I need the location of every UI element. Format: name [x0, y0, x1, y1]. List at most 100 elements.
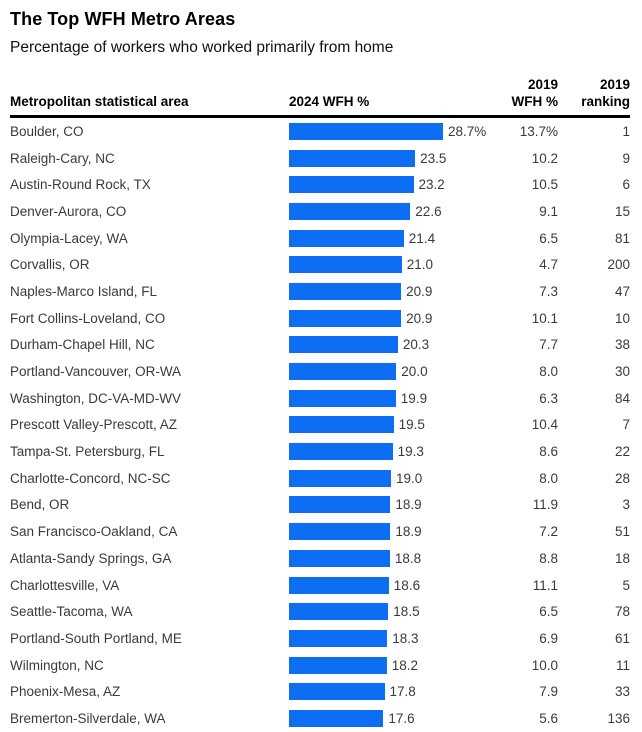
wfh-2024-bar — [289, 176, 414, 194]
metro-label: Seattle-Tacoma, WA — [10, 604, 133, 620]
wfh-2024-bar-cell: 19.9 — [289, 389, 470, 407]
wfh-2024-bar-cell: 18.8 — [289, 549, 470, 567]
wfh-2024-bar — [289, 656, 387, 674]
wfh-2024-bar-cell: 22.6 — [289, 202, 470, 220]
rank-2019-value: 5 — [622, 577, 630, 593]
rank-2019-value: 84 — [614, 390, 630, 406]
wfh-2024-bar — [289, 363, 397, 381]
chart-title: The Top WFH Metro Areas — [10, 9, 236, 29]
wfh-2024-value: 22.6 — [415, 203, 442, 219]
wfh-2024-bar — [289, 229, 404, 247]
table-row: Seattle-Tacoma, WA 18.5 6.5 78 — [10, 598, 630, 625]
table-row: Denver-Aurora, CO 22.6 9.1 15 — [10, 198, 630, 225]
wfh-2019-value: 10.1 — [531, 310, 558, 326]
rank-2019-value: 15 — [614, 203, 630, 219]
wfh-2019-value: 10.0 — [531, 657, 558, 673]
table-row: Bremerton-Silverdale, WA 17.6 5.6 136 — [10, 705, 630, 732]
wfh-2019-value: 6.5 — [539, 230, 558, 246]
rank-2019-value: 22 — [614, 444, 630, 460]
wfh-2019-value: 7.3 — [539, 283, 558, 299]
wfh-2024-bar — [289, 416, 394, 434]
column-header-rank-2019-line1: 2019 — [599, 77, 630, 92]
table-row: Durham-Chapel Hill, NC 20.3 7.7 38 — [10, 332, 630, 359]
column-header-rank-2019: 2019 ranking — [558, 76, 630, 110]
rank-2019-value: 61 — [614, 630, 630, 646]
wfh-2024-value: 19.3 — [397, 444, 424, 460]
metro-label: Corvallis, OR — [10, 257, 90, 273]
metro-label: Charlottesville, VA — [10, 577, 120, 593]
wfh-2019-value: 10.4 — [531, 417, 558, 433]
rank-2019-value: 33 — [614, 684, 630, 700]
metro-label: Portland-Vancouver, OR-WA — [10, 364, 182, 380]
metro-label: Olympia-Lacey, WA — [10, 230, 128, 246]
wfh-2024-value: 18.8 — [394, 550, 422, 566]
wfh-2024-bar — [289, 256, 402, 274]
wfh-2024-bar — [289, 603, 389, 621]
wfh-2024-bar-cell: 18.9 — [289, 523, 470, 541]
wfh-2024-bar-cell: 18.9 — [289, 496, 470, 514]
wfh-2024-bar — [289, 122, 443, 140]
wfh-2024-bar — [289, 496, 391, 514]
wfh-2024-bar — [289, 149, 416, 167]
table-row: Austin-Round Rock, TX 23.2 10.5 6 — [10, 171, 630, 198]
rank-2019-value: 7 — [622, 417, 630, 433]
metro-label: San Francisco-Oakland, CA — [10, 524, 178, 540]
wfh-2024-bar-cell: 18.2 — [289, 656, 470, 674]
table-row: Portland-Vancouver, OR-WA 20.0 8.0 30 — [10, 358, 630, 385]
metro-label: Tampa-St. Petersburg, FL — [10, 444, 165, 460]
metro-label: Boulder, CO — [10, 123, 84, 139]
wfh-2019-value: 8.0 — [539, 364, 558, 380]
wfh-2024-bar-cell: 20.9 — [289, 282, 470, 300]
metro-label: Raleigh-Cary, NC — [10, 150, 115, 166]
wfh-2024-value: 20.9 — [406, 310, 433, 326]
wfh-2024-bar-cell: 18.3 — [289, 629, 470, 647]
wfh-2024-bar-cell: 20.0 — [289, 363, 470, 381]
wfh-2019-value: 6.9 — [539, 630, 558, 646]
table-row: Bend, OR 18.9 11.9 3 — [10, 492, 630, 519]
wfh-2024-value: 18.9 — [395, 524, 422, 540]
wfh-2019-value: 8.0 — [539, 470, 558, 486]
wfh-2024-bar — [289, 443, 393, 461]
rank-2019-value: 38 — [614, 337, 630, 353]
wfh-2024-bar-cell: 19.5 — [289, 416, 470, 434]
wfh-2024-value: 19.5 — [398, 417, 425, 433]
metro-label: Portland-South Portland, ME — [10, 630, 182, 646]
wfh-2024-value: 18.9 — [395, 497, 422, 513]
wfh-2024-bar-cell: 21.0 — [289, 256, 470, 274]
table-row: Portland-South Portland, ME 18.3 6.9 61 — [10, 625, 630, 652]
wfh-2024-value: 28.7% — [448, 123, 487, 139]
metro-label: Atlanta-Sandy Springs, GA — [10, 550, 172, 566]
column-header-wfh-2019: 2019 WFH % — [470, 76, 559, 110]
wfh-2019-value: 4.7 — [539, 257, 558, 273]
metro-label: Bend, OR — [10, 497, 70, 513]
wfh-2019-value: 9.1 — [539, 203, 558, 219]
rank-2019-value: 18 — [614, 550, 630, 566]
wfh-2024-bar-cell: 28.7% — [289, 122, 486, 140]
wfh-2019-value: 8.6 — [539, 444, 558, 460]
wfh-2024-value: 21.4 — [408, 230, 436, 246]
wfh-2024-value: 23.2 — [418, 177, 445, 193]
wfh-2024-value: 21.0 — [406, 257, 433, 273]
wfh-2024-bar — [289, 709, 384, 727]
metro-label: Naples-Marco Island, FL — [10, 283, 158, 299]
wfh-2024-value: 20.0 — [401, 364, 428, 380]
wfh-2024-bar-cell: 23.5 — [289, 149, 470, 167]
rank-2019-value: 10 — [614, 310, 630, 326]
column-header-metro: Metropolitan statistical area — [10, 94, 189, 109]
wfh-2019-value: 11.1 — [532, 577, 558, 593]
rank-2019-value: 6 — [622, 177, 630, 193]
wfh-2024-bar-cell: 19.0 — [289, 469, 470, 487]
table-row: Phoenix-Mesa, AZ 17.8 7.9 33 — [10, 678, 630, 705]
table-row: Washington, DC-VA-MD-WV 19.9 6.3 84 — [10, 385, 630, 412]
wfh-2024-bar-cell: 20.9 — [289, 309, 470, 327]
metro-label: Denver-Aurora, CO — [10, 203, 127, 219]
metro-label: Wilmington, NC — [10, 657, 104, 673]
wfh-2019-value: 7.9 — [539, 684, 558, 700]
rank-2019-value: 81 — [614, 230, 630, 246]
wfh-2024-bar — [289, 202, 411, 220]
rank-2019-value: 47 — [614, 283, 630, 299]
metro-label: Phoenix-Mesa, AZ — [10, 684, 121, 700]
wfh-2024-bar — [289, 683, 385, 701]
column-header-wfh-2019-line2: WFH % — [511, 94, 559, 109]
